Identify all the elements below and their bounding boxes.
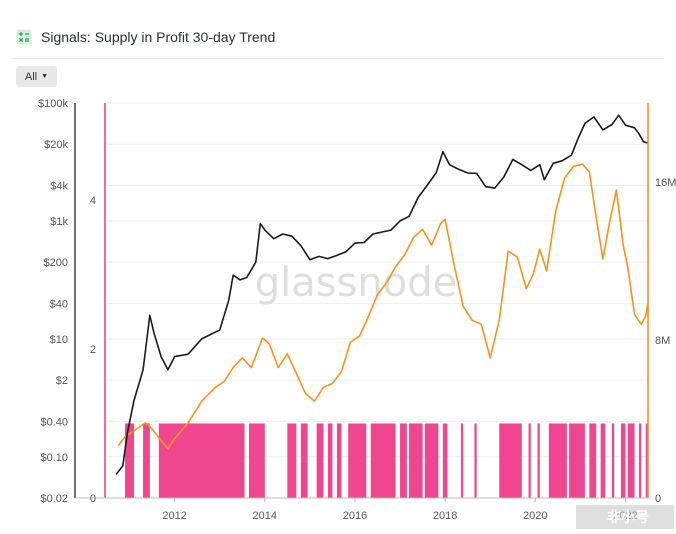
signal-bar	[158, 423, 245, 498]
signal-bar	[125, 423, 135, 498]
caret-down-icon: ▼	[41, 73, 49, 80]
signal-bar	[460, 423, 464, 498]
corner-watermark-text: 非小号	[607, 509, 649, 526]
supply-tick-label: 8M	[655, 335, 670, 347]
signal-bar	[316, 423, 324, 498]
chart-header: Signals: Supply in Profit 30-day Trend	[16, 26, 275, 48]
signal-bar	[336, 423, 342, 498]
signal-bar	[442, 423, 448, 498]
signal-bar	[348, 423, 367, 498]
chart-title: Signals: Supply in Profit 30-day Trend	[41, 29, 276, 45]
signal-bar	[548, 423, 567, 498]
glassnode-watermark: glassnode	[255, 260, 458, 306]
signal-bar	[589, 423, 597, 498]
price-tick-label: $4k	[50, 180, 68, 192]
price-tick-label: $200	[44, 257, 68, 269]
price-tick-label: $0.10	[40, 452, 68, 464]
signal-bar	[600, 423, 606, 498]
supply-in-profit-line	[117, 163, 649, 450]
series-lines	[115, 114, 649, 475]
signal-bar	[424, 423, 439, 498]
range-filter-dropdown[interactable]: All ▼	[16, 66, 57, 87]
signal-bar	[499, 423, 522, 498]
price-tick-label: $0.40	[40, 416, 68, 428]
x-tick-label: 2012	[162, 510, 186, 522]
signal-bar	[287, 423, 297, 498]
signal-bar	[409, 423, 423, 498]
supply-tick-label: 16M	[655, 177, 676, 189]
signal-bar	[638, 423, 642, 498]
signal-bars	[125, 423, 648, 498]
signal-bar	[569, 423, 585, 498]
price-tick-label: $20k	[44, 139, 68, 151]
calculator-icon	[16, 29, 32, 45]
signal-bar	[327, 423, 333, 498]
price-tick-label: $2	[56, 375, 68, 387]
signal-tick-label: 4	[90, 195, 96, 207]
price-tick-label: $40	[50, 298, 68, 310]
x-tick-label: 2018	[433, 510, 457, 522]
signal-bar	[143, 423, 150, 498]
signal-tick-label: 0	[90, 493, 96, 505]
x-tick-label: 2020	[523, 510, 547, 522]
axis-tick-labels: $0.02 $0.10 $0.40 $2 $10 $40 $200 $1k $4k $20k $10…	[38, 98, 676, 522]
signal-bar	[645, 423, 648, 498]
signal-bar	[537, 423, 540, 498]
price-tick-label: $10	[50, 334, 68, 346]
signal-bar	[370, 423, 396, 498]
chart-axes	[74, 103, 649, 502]
price-line	[115, 114, 649, 475]
signal-bar	[249, 423, 265, 498]
supply-tick-label: 0	[655, 493, 661, 505]
x-tick-label: 2016	[343, 510, 367, 522]
signal-bar	[300, 423, 308, 498]
price-tick-label: $100k	[38, 98, 68, 110]
header-divider	[12, 58, 664, 59]
signal-bar	[611, 423, 615, 498]
price-tick-label: $1k	[50, 216, 68, 228]
signal-bar	[400, 423, 407, 498]
x-tick-label: 2014	[253, 510, 277, 522]
signal-bar	[627, 423, 635, 498]
signal-bar	[528, 423, 531, 498]
range-filter-value: All	[24, 70, 38, 83]
signal-tick-label: 2	[90, 344, 96, 356]
corner-watermark: 非小号	[576, 505, 674, 529]
signal-bar	[620, 423, 626, 498]
price-tick-label: $0.02	[40, 493, 68, 505]
signal-bar	[474, 423, 477, 498]
